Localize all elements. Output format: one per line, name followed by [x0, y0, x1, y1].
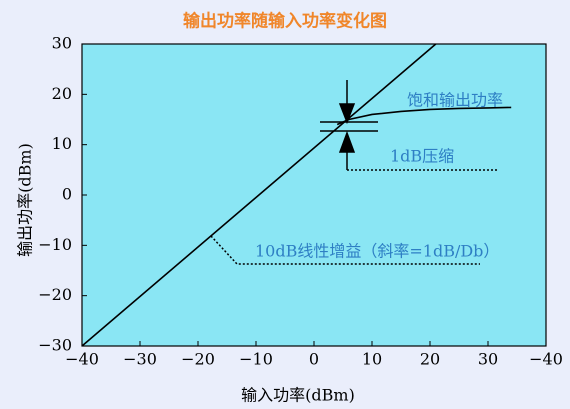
y-tick-label: 10 [52, 134, 72, 153]
annotation: 1dB压缩 [390, 147, 454, 166]
y-tick-label: −30 [38, 336, 72, 355]
x-tick-label: 30 [478, 350, 498, 369]
y-tick-label: −10 [38, 235, 72, 254]
y-tick-label: 0 [62, 185, 72, 204]
y-tick-label: 20 [52, 84, 72, 103]
annotation: 10dB线性增益（斜率=1dB/Db） [255, 242, 499, 261]
line [81, 43, 437, 347]
plot-area [81, 43, 547, 347]
x-tick-label: 0 [309, 350, 319, 369]
y-tick-label: −20 [38, 285, 72, 304]
x-tick-label: −40 [65, 350, 99, 369]
x-tick-label: −10 [239, 350, 273, 369]
x-tick-label: −40 [529, 350, 563, 369]
x-tick-label: −20 [181, 350, 215, 369]
x-axis-label: 输入功率(dBm) [241, 386, 355, 405]
y-tick-label: 30 [52, 34, 72, 53]
x-tick-label: 20 [420, 350, 440, 369]
compression-marker [210, 80, 497, 265]
annotation: 饱和输出功率 [407, 91, 503, 110]
y-axis-label: 输出功率(dBm) [16, 143, 35, 257]
chart-title: 输出功率随输入功率变化图 [183, 11, 387, 32]
line [336, 106, 512, 126]
x-tick-label: −30 [123, 350, 157, 369]
x-tick-label: 10 [362, 350, 382, 369]
